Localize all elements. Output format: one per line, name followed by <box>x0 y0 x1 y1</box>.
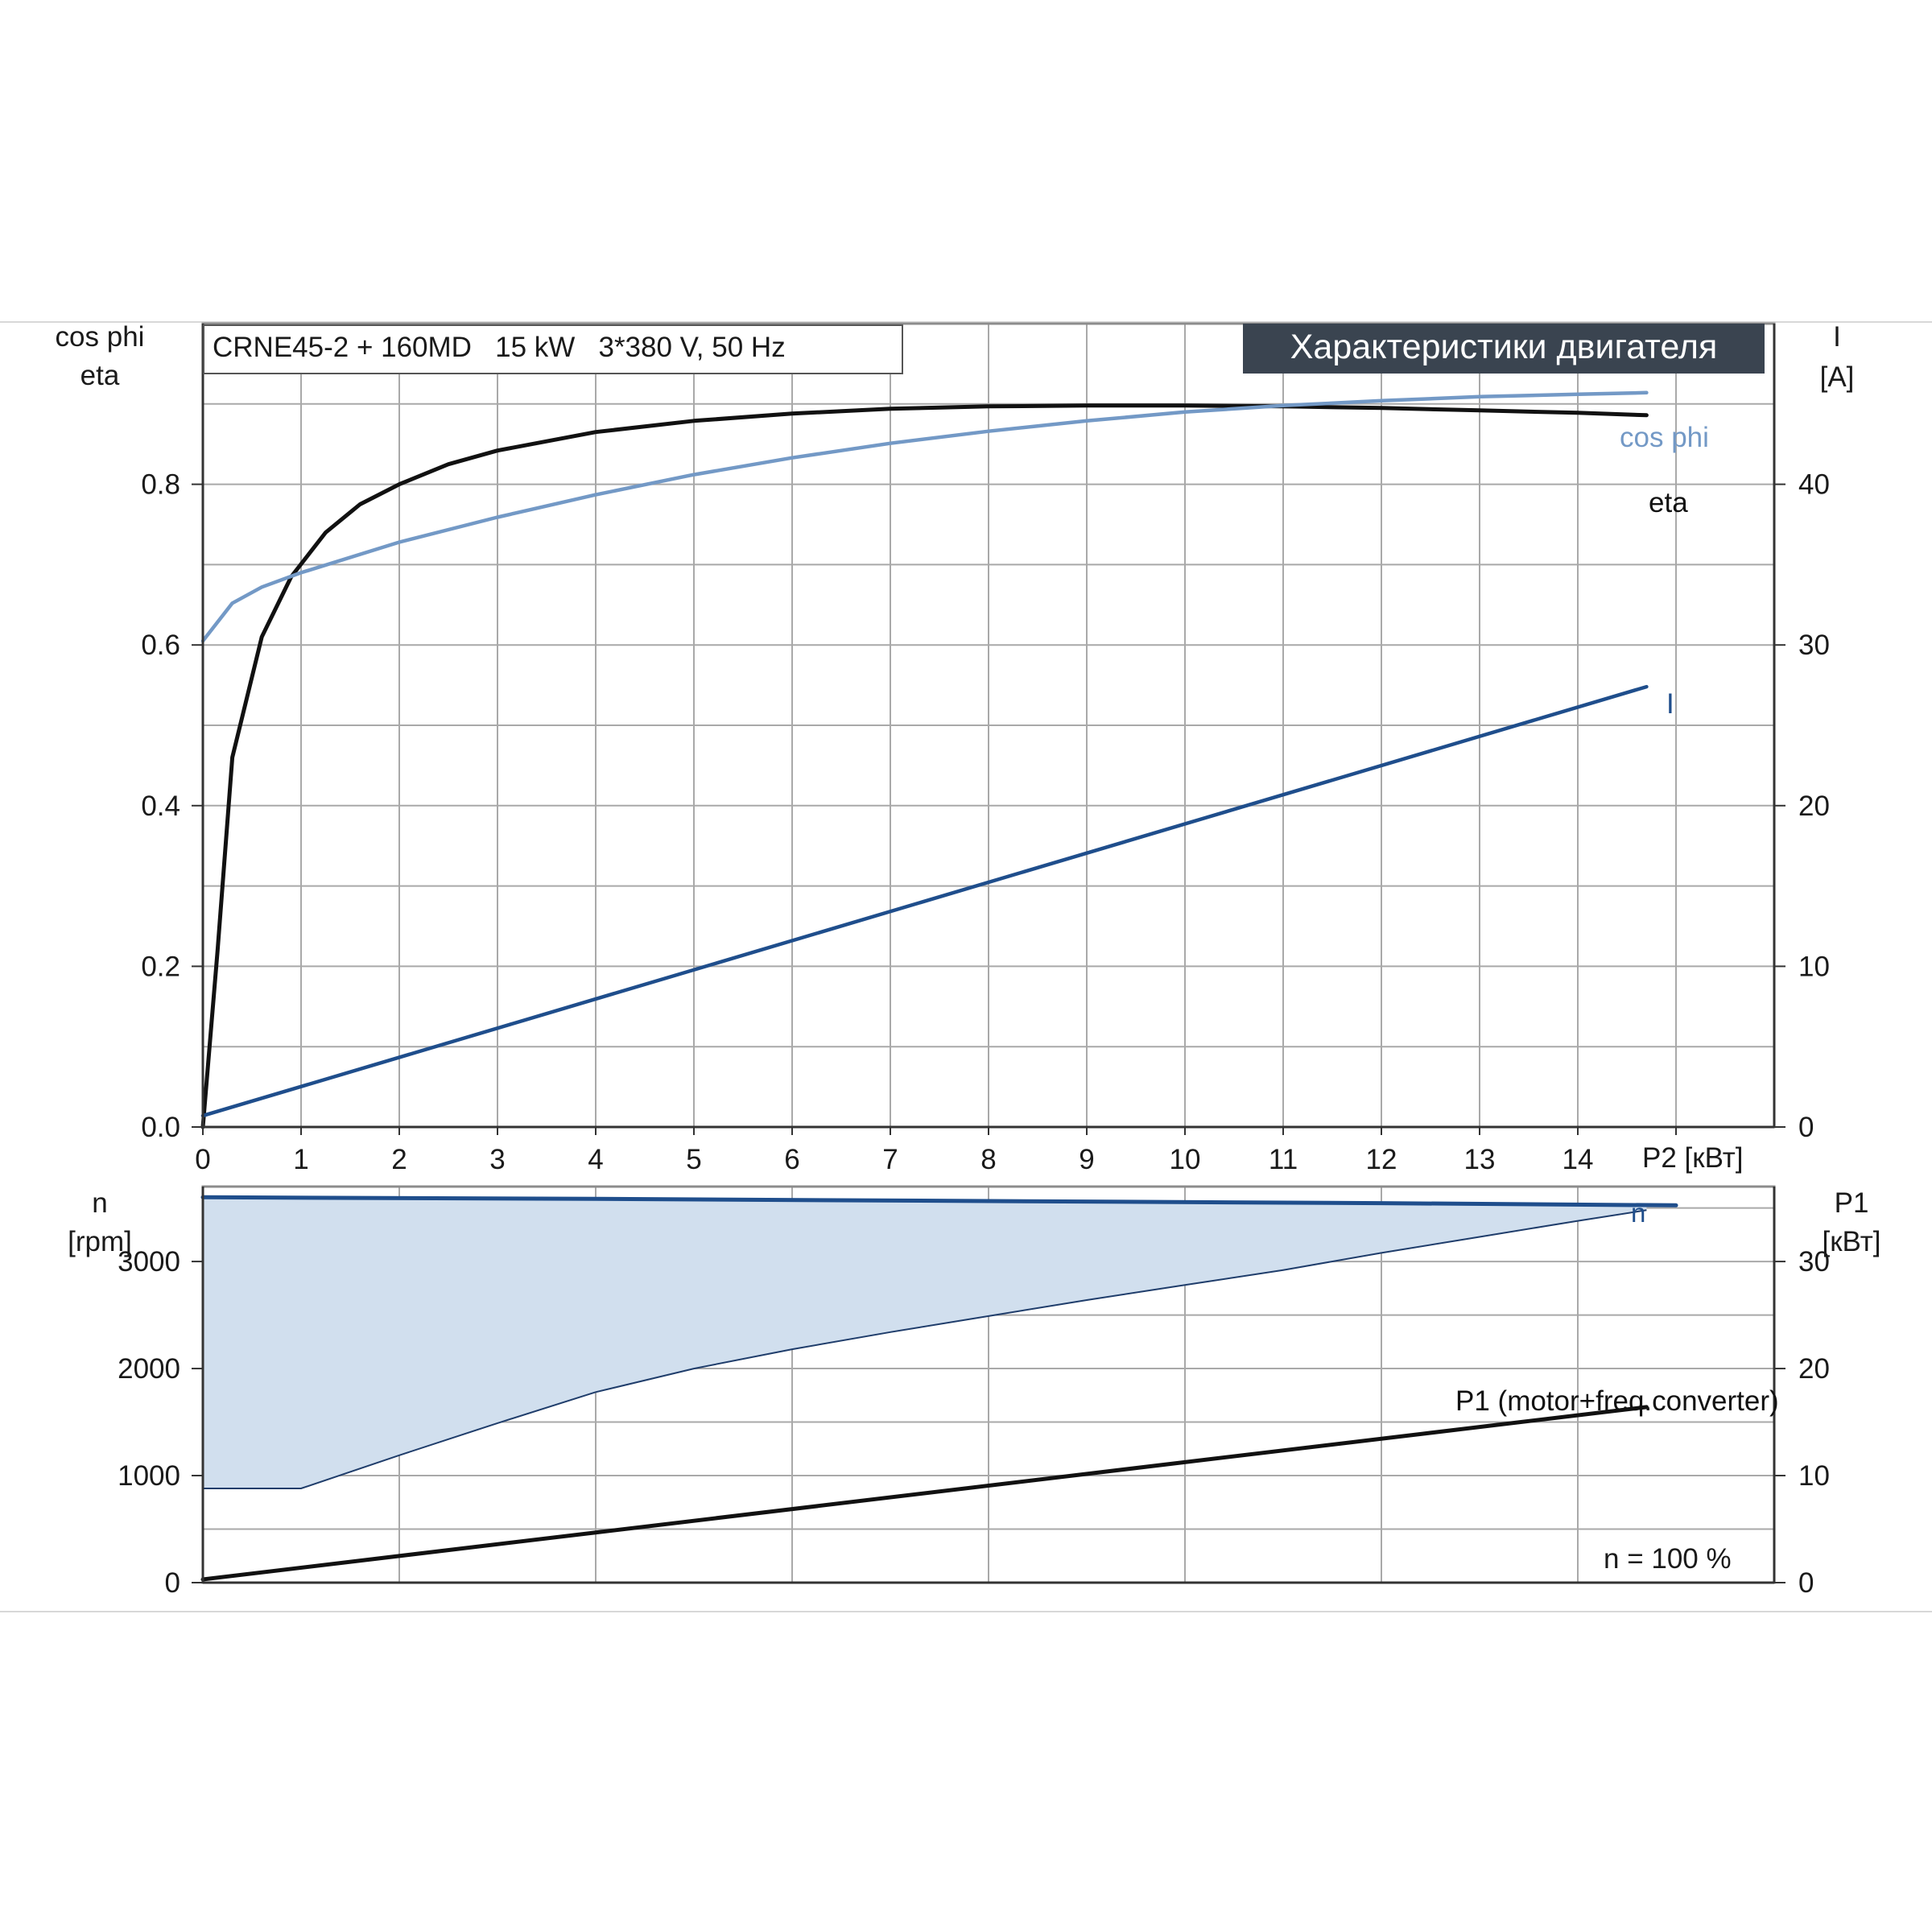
series-label-eta: eta <box>1649 487 1688 518</box>
series-line-cos-phi <box>200 390 1649 643</box>
left-tick-label: 0.0 <box>141 1112 180 1143</box>
bottom-right-axis-label-p1: P1 <box>1835 1187 1869 1219</box>
x-tick-label: 1 <box>293 1144 308 1175</box>
x-tick-label: 13 <box>1464 1144 1496 1175</box>
top-panel: 0 1 2 3 4 5 6 7 8 9 10 11 12 13 140.00.20.40.60.801020… <box>56 321 1855 1175</box>
x-tick-label: 8 <box>980 1144 996 1175</box>
series-line-p1 <box>200 1405 1649 1582</box>
x-tick-label: 12 <box>1366 1144 1397 1175</box>
top-grid <box>203 323 1774 1127</box>
x-tick-label: 4 <box>588 1144 603 1175</box>
bottom-right-tick-label: 0 <box>1798 1567 1814 1599</box>
right-tick-label: 0 <box>1798 1112 1814 1143</box>
left-tick-label: 0.8 <box>141 469 180 501</box>
title-box <box>203 324 903 374</box>
x-tick-label: 5 <box>686 1144 701 1175</box>
series-label-n: n <box>1631 1198 1645 1228</box>
bottom-left-axis-label-unit: [rpm] <box>68 1226 132 1257</box>
x-tick-label: 14 <box>1563 1144 1594 1175</box>
bottom-right-tick-label: 20 <box>1798 1353 1830 1385</box>
speed-range-band <box>203 1197 1647 1489</box>
right-axis-label-unit: [A] <box>1820 361 1855 393</box>
bottom-series <box>200 1195 1678 1582</box>
bottom-left-tick-label: 0 <box>165 1567 180 1599</box>
right-tick-label: 10 <box>1798 951 1830 982</box>
series-label-cosphi: cos phi <box>1620 422 1709 453</box>
series-label-i: I <box>1666 688 1674 720</box>
top-ticks: 0 1 2 3 4 5 6 7 8 9 10 11 12 13 140.00.20.40.60.801020… <box>141 324 1830 1175</box>
x-tick-label: 9 <box>1079 1144 1094 1175</box>
left-axis-label-cosphi: cos phi <box>56 321 145 353</box>
bottom-left-tick-label: 3000 <box>118 1246 180 1278</box>
x-tick-label: 0 <box>195 1144 210 1175</box>
left-tick-label: 0.6 <box>141 630 180 661</box>
right-tick-label: 20 <box>1798 791 1830 822</box>
series-line-n <box>200 1195 1678 1208</box>
bottom-ticks: 0 1000 2000 3000 0 10 20 30 <box>118 1187 1830 1599</box>
x-tick-label: 3 <box>489 1144 505 1175</box>
chart-title: CRNE45-2 + 160MD 15 kW 3*380 V, 50 Hz <box>213 332 786 363</box>
right-tick-label: 40 <box>1798 469 1830 501</box>
left-tick-label: 0.4 <box>141 791 180 822</box>
bottom-panel: 0 1000 2000 3000 0 10 20 30 n [rpm] P1 [кВт] n … <box>68 1185 1881 1599</box>
x-tick-label: 10 <box>1170 1144 1201 1175</box>
badge-box <box>1243 324 1765 374</box>
x-tick-label: 2 <box>391 1144 407 1175</box>
right-tick-label: 30 <box>1798 630 1830 661</box>
top-series <box>200 390 1649 1129</box>
speed-band-fill <box>203 1197 1647 1488</box>
bottom-left-tick-label: 2000 <box>118 1353 180 1385</box>
left-axis-label-eta: eta <box>80 360 120 391</box>
left-tick-label: 0.2 <box>141 951 180 982</box>
speed-annotation: n = 100 % <box>1604 1543 1732 1575</box>
chart-badge: Характеристики двигателя <box>1290 328 1718 366</box>
x-axis-label: P2 [кВт] <box>1642 1142 1744 1174</box>
series-label-p1: P1 (motor+freq.converter) <box>1455 1385 1779 1417</box>
x-tick-label: 6 <box>784 1144 799 1175</box>
x-tick-label: 11 <box>1269 1144 1298 1175</box>
series-line-i <box>200 684 1649 1118</box>
bottom-left-tick-label: 1000 <box>118 1460 180 1492</box>
series-line-eta <box>200 403 1649 1129</box>
bottom-left-axis-label-n: n <box>92 1187 107 1219</box>
bottom-right-axis-label-unit: [кВт] <box>1823 1226 1881 1257</box>
bottom-right-tick-label: 30 <box>1798 1246 1830 1278</box>
x-tick-label: 7 <box>882 1144 898 1175</box>
right-axis-label-i: I <box>1833 321 1841 353</box>
speed-band-min-line <box>203 1209 1647 1489</box>
bottom-right-tick-label: 10 <box>1798 1460 1830 1492</box>
